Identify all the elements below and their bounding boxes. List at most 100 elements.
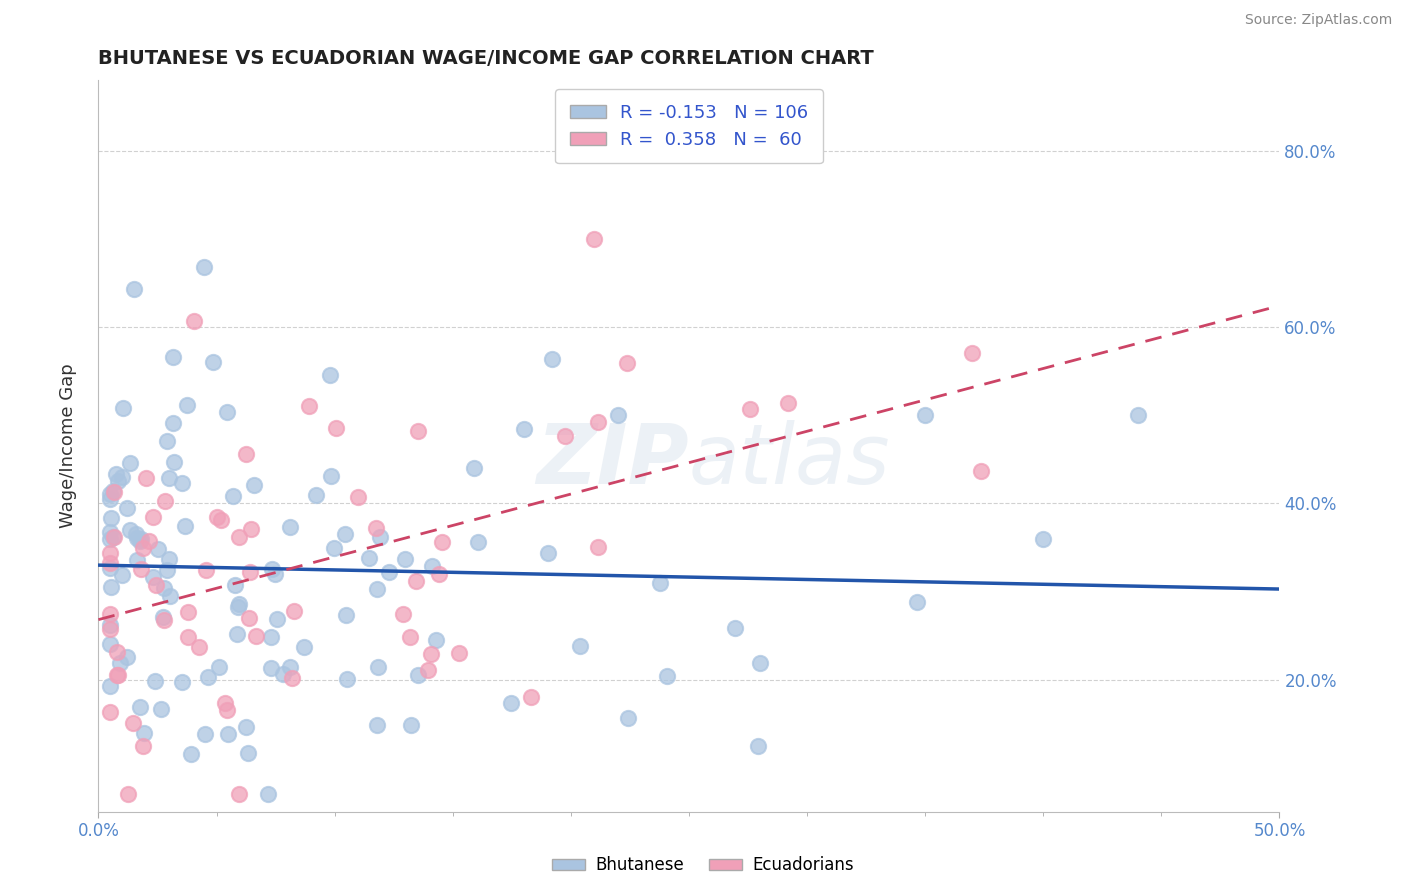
Point: [221, 489, 243, 503]
Point: [583, 232, 606, 246]
Point: [323, 541, 346, 555]
Point: [170, 476, 193, 491]
Point: [209, 513, 232, 527]
Point: [122, 282, 145, 296]
Point: [260, 630, 283, 644]
Point: [425, 632, 447, 647]
Point: [970, 465, 993, 479]
Y-axis label: Wage/Income Gap: Wage/Income Gap: [59, 364, 77, 528]
Text: BHUTANESE VS ECUADORIAN WAGE/INCOME GAP CORRELATION CHART: BHUTANESE VS ECUADORIAN WAGE/INCOME GAP …: [98, 48, 875, 68]
Point: [280, 672, 302, 686]
Point: [145, 578, 167, 592]
Point: [283, 604, 305, 618]
Point: [125, 531, 148, 545]
Point: [607, 408, 630, 422]
Point: [236, 746, 259, 760]
Text: atlas: atlas: [689, 420, 890, 501]
Point: [569, 639, 592, 653]
Point: [228, 530, 250, 544]
Point: [408, 424, 430, 438]
Point: [101, 483, 124, 498]
Point: [98, 607, 121, 621]
Point: [103, 485, 125, 500]
Point: [305, 488, 328, 502]
Point: [907, 595, 929, 609]
Point: [724, 621, 747, 635]
Point: [319, 368, 342, 382]
Point: [98, 617, 121, 632]
Point: [129, 532, 152, 546]
Point: [366, 582, 388, 596]
Point: [357, 551, 380, 566]
Point: [243, 478, 266, 492]
Point: [463, 461, 485, 475]
Point: [117, 787, 139, 801]
Point: [657, 669, 679, 683]
Point: [747, 739, 769, 753]
Point: [235, 447, 257, 461]
Point: [616, 356, 638, 370]
Point: [115, 650, 138, 665]
Point: [177, 630, 200, 644]
Point: [367, 660, 389, 674]
Point: [111, 470, 134, 484]
Point: [617, 711, 640, 725]
Point: [257, 787, 280, 801]
Point: [298, 399, 321, 413]
Text: ZIP: ZIP: [536, 420, 689, 501]
Point: [149, 702, 172, 716]
Point: [157, 470, 180, 484]
Point: [418, 663, 440, 677]
Point: [125, 527, 148, 541]
Legend: Bhutanese, Ecuadorians: Bhutanese, Ecuadorians: [546, 849, 860, 881]
Point: [156, 563, 179, 577]
Point: [364, 520, 387, 534]
Point: [180, 747, 202, 761]
Point: [914, 408, 936, 422]
Point: [1126, 408, 1149, 422]
Point: [129, 534, 152, 549]
Point: [447, 647, 470, 661]
Point: [264, 566, 287, 581]
Point: [142, 510, 165, 524]
Point: [187, 640, 209, 654]
Point: [98, 561, 121, 575]
Point: [399, 630, 422, 644]
Point: [202, 354, 225, 368]
Point: [98, 557, 121, 571]
Point: [105, 668, 128, 682]
Point: [962, 346, 984, 360]
Point: [132, 739, 155, 753]
Point: [319, 469, 342, 483]
Point: [100, 511, 122, 525]
Point: [156, 434, 179, 449]
Point: [98, 546, 121, 560]
Point: [420, 558, 443, 573]
Point: [239, 565, 262, 579]
Point: [152, 610, 174, 624]
Point: [347, 490, 370, 504]
Point: [194, 563, 217, 577]
Point: [194, 726, 217, 740]
Point: [101, 530, 124, 544]
Point: [98, 622, 121, 636]
Point: [108, 656, 131, 670]
Point: [378, 565, 401, 579]
Point: [586, 541, 609, 555]
Point: [131, 562, 153, 576]
Point: [427, 566, 450, 581]
Point: [162, 350, 184, 364]
Point: [176, 398, 198, 412]
Point: [292, 640, 315, 654]
Point: [226, 626, 249, 640]
Point: [467, 534, 489, 549]
Point: [98, 491, 121, 506]
Point: [152, 581, 174, 595]
Point: [1032, 532, 1054, 546]
Point: [98, 487, 121, 501]
Point: [132, 726, 155, 740]
Point: [228, 597, 250, 611]
Point: [214, 696, 236, 710]
Point: [541, 352, 564, 367]
Point: [392, 607, 415, 621]
